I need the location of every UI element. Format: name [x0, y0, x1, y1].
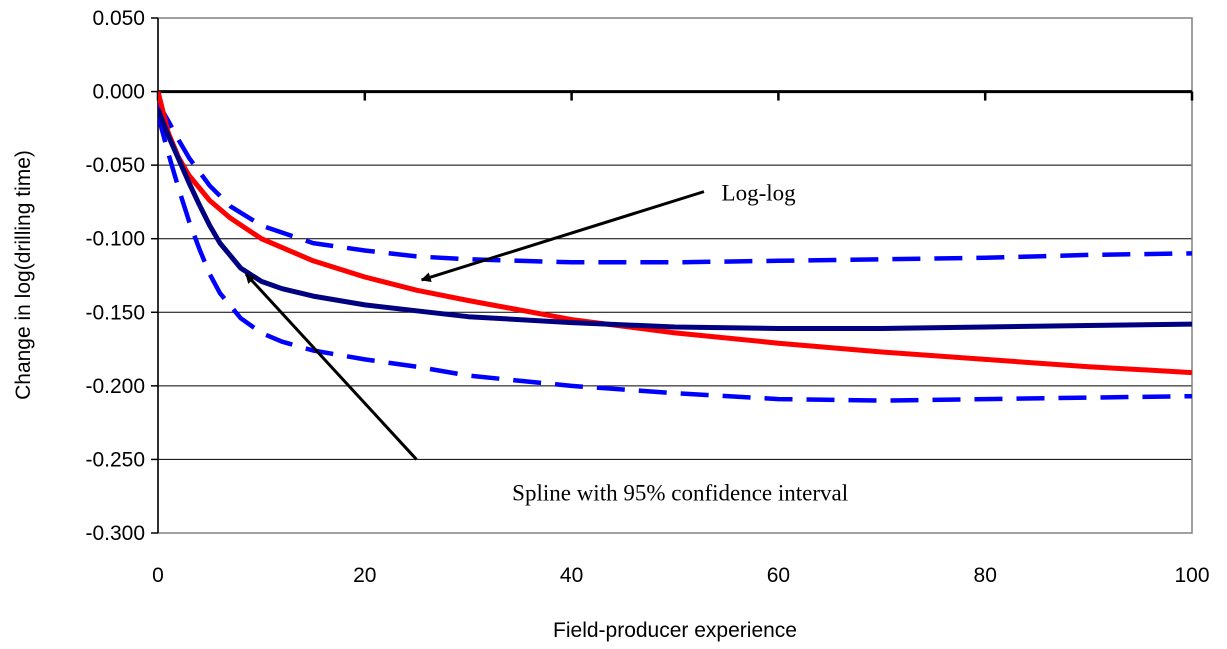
annotation-label-spline: Spline with 95% confidence interval [512, 481, 848, 506]
series-line-spline [158, 108, 1192, 331]
plot-area-frame [157, 17, 1193, 534]
x-tick-label: 80 [974, 564, 997, 587]
annotation-arrow-spline [244, 273, 418, 461]
annotation-arrow-log-log [420, 190, 705, 282]
series-layer [158, 90, 1192, 403]
series-line-spline-upper-95 [158, 102, 1192, 265]
x-tick-label: 0 [152, 564, 164, 587]
x-tick-label: 100 [1174, 564, 1209, 587]
series-line-spline-lower-95 [158, 114, 1192, 403]
x-tick-label: 40 [560, 564, 583, 587]
annotation-label-log-log: Log-log [722, 180, 797, 205]
y-tick-label: -0.050 [85, 154, 145, 177]
y-axis-title: Change in log(drilling time) [12, 150, 35, 400]
x-axis-title: Field-producer experience [553, 619, 797, 642]
series-line-log-log [158, 90, 1192, 376]
y-tick-label: -0.150 [85, 301, 145, 324]
x-tick-label: 20 [353, 564, 376, 587]
annotation-layer: Log-log Spline with 95% confidence interv… [244, 180, 848, 506]
y-tick-label: 0.000 [92, 81, 145, 104]
y-tick-label: 0.050 [92, 7, 145, 30]
x-tick-label: 60 [767, 564, 790, 587]
y-tick-label: -0.200 [85, 375, 145, 398]
axes: 0.050 0.000 -0.050 -0.100 -0.150 -0.200 -0.250… [85, 7, 1209, 587]
y-tick-label: -0.100 [85, 228, 145, 251]
y-tick-label: -0.250 [85, 448, 145, 471]
gridlines [158, 91, 1192, 460]
y-tick-label: -0.300 [85, 522, 145, 545]
